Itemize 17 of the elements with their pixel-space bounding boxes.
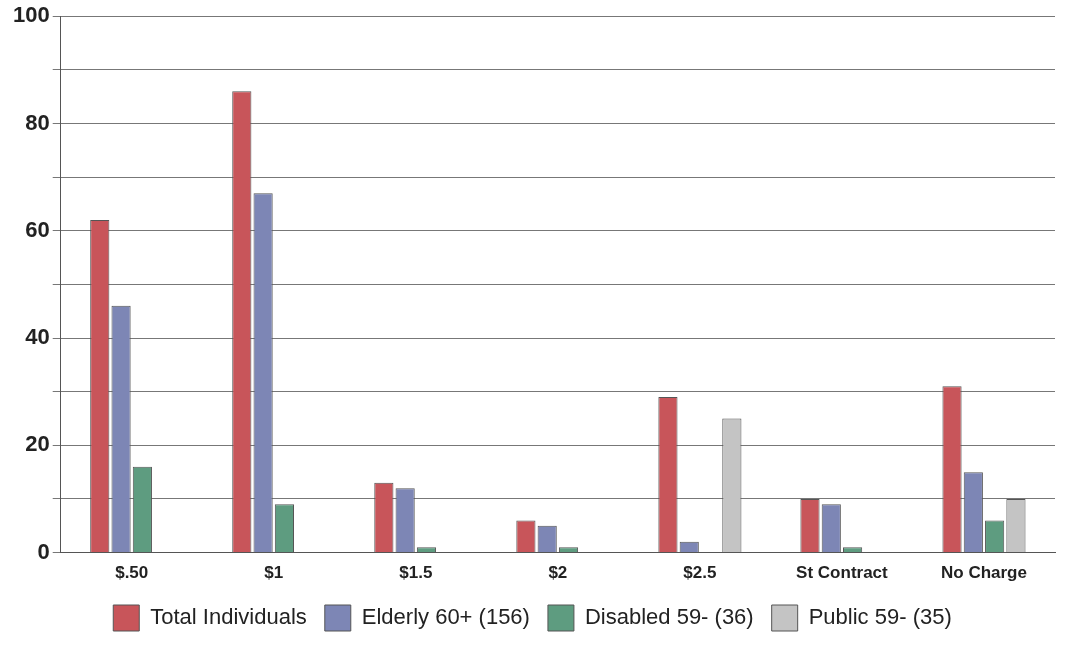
x-tick-label: $1 [264, 563, 284, 583]
legend-label: Public 59- (35) [808, 604, 952, 630]
x-tick-label: St Contract [796, 563, 889, 583]
legend-label: Total Individuals [150, 604, 307, 630]
x-tick-label: No Charge [940, 563, 1027, 583]
y-tick-label: 0 [37, 538, 50, 564]
y-tick-label: 80 [25, 109, 50, 135]
y-tick-label: 100 [12, 2, 50, 28]
x-tick-label: $1.5 [399, 563, 433, 583]
y-tick-label: 20 [25, 431, 50, 457]
y-tick-label: 60 [25, 216, 50, 242]
x-tick-label: $.50 [115, 563, 149, 583]
legend-label: Disabled 59- (36) [584, 604, 754, 630]
legend-label: Elderly 60+ (156) [361, 604, 530, 630]
y-tick-label: 40 [25, 324, 50, 350]
x-tick-label: $2.5 [683, 563, 717, 583]
x-tick-label: $2 [548, 563, 568, 583]
